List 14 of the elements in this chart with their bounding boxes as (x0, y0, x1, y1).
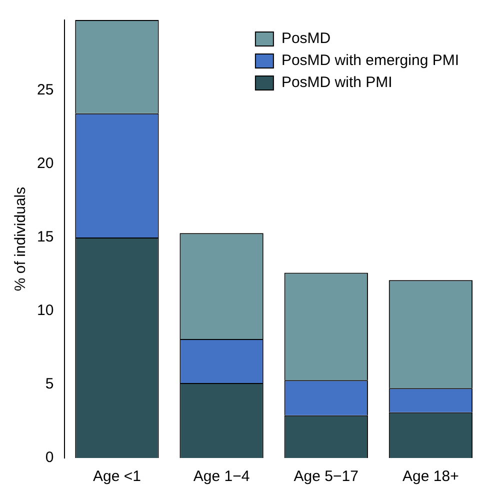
y-tick-label: 15 (36, 228, 54, 246)
y-tick-label: 5 (45, 376, 54, 393)
x-tick-label: Age 1−4 (193, 468, 250, 486)
x-tick-label: Age <1 (92, 468, 141, 486)
y-tick-label: 0 (45, 449, 54, 466)
y-axis-title: % of individuals (12, 186, 30, 292)
legend-label: PosMD with PMI (281, 74, 392, 92)
y-tick-label: 10 (36, 302, 54, 320)
legend-label: PosMD with emerging PMI (281, 52, 460, 70)
legend-label: PosMD (281, 30, 331, 48)
y-tick-label: 25 (36, 82, 54, 99)
x-tick-label: Age 5−17 (294, 468, 358, 486)
y-tick-label: 20 (36, 155, 54, 172)
x-tick-label: Age 18+ (402, 468, 460, 486)
